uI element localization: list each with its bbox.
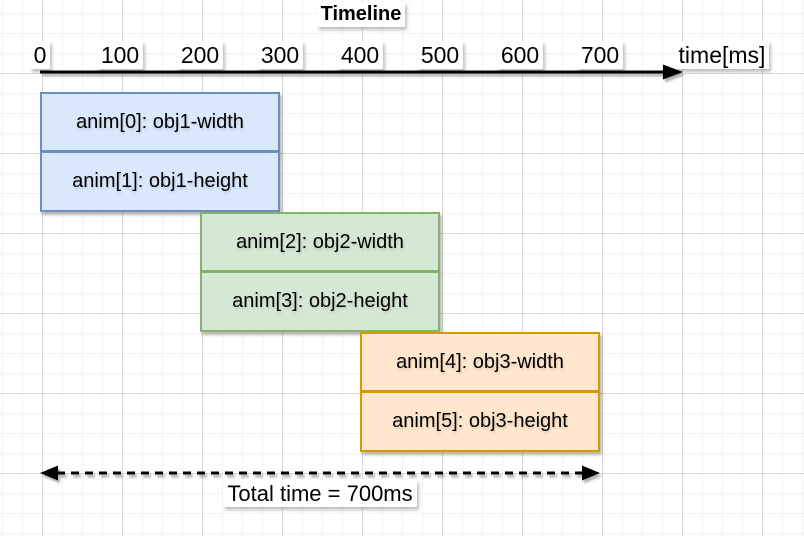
total-time-text: Total time = 700ms [223, 480, 417, 508]
axis-tick-label-100: 100 [60, 41, 180, 70]
total-time-label: Total time = 700ms [200, 480, 440, 508]
timeline-bar-anim0: anim[0]: obj1-width [40, 92, 280, 152]
timeline-bar-label: anim[5]: obj3-height [392, 410, 568, 432]
axis-tick-text: 100 [96, 41, 144, 70]
timeline-bar-anim4: anim[4]: obj3-width [360, 332, 600, 392]
axis-tick-text: 400 [336, 41, 384, 70]
axis-tick-label-500: 500 [380, 41, 500, 70]
axis-tick-label-400: 400 [300, 41, 420, 70]
diagram-title-text: Timeline [316, 2, 406, 27]
timeline-bar-anim2: anim[2]: obj2-width [200, 212, 440, 272]
axis-tick-text: 200 [176, 41, 224, 70]
timeline-bar-label: anim[3]: obj2-height [232, 290, 408, 312]
timeline-bar-label: anim[0]: obj1-width [76, 110, 244, 133]
total-duration-left-arrowhead [40, 465, 58, 481]
diagram-title: Timeline [261, 2, 461, 27]
timeline-bar-anim5: anim[5]: obj3-height [360, 391, 600, 452]
axis-tick-label-200: 200 [140, 41, 260, 70]
timeline-bar-label: anim[1]: obj1-height [72, 170, 248, 192]
axis-unit-text: time[ms] [674, 41, 770, 70]
total-duration-right-arrowhead [582, 465, 600, 481]
axis-tick-label-0: 0 [0, 41, 100, 70]
axis-tick-text: 600 [496, 41, 544, 70]
timeline-bar-anim3: anim[3]: obj2-height [200, 271, 440, 332]
axis-tick-label-700: 700 [540, 41, 660, 70]
axis-tick-text: 300 [256, 41, 304, 70]
axis-tick-text: 500 [416, 41, 464, 70]
timeline-bar-label: anim[2]: obj2-width [236, 230, 404, 253]
timeline-bar-anim1: anim[1]: obj1-height [40, 151, 280, 212]
axis-unit-label: time[ms] [662, 41, 782, 70]
axis-tick-label-300: 300 [220, 41, 340, 70]
timeline-bar-label: anim[4]: obj3-width [396, 350, 564, 373]
axis-tick-text: 0 [29, 41, 51, 70]
axis-tick-label-600: 600 [460, 41, 580, 70]
axis-tick-text: 700 [576, 41, 624, 70]
